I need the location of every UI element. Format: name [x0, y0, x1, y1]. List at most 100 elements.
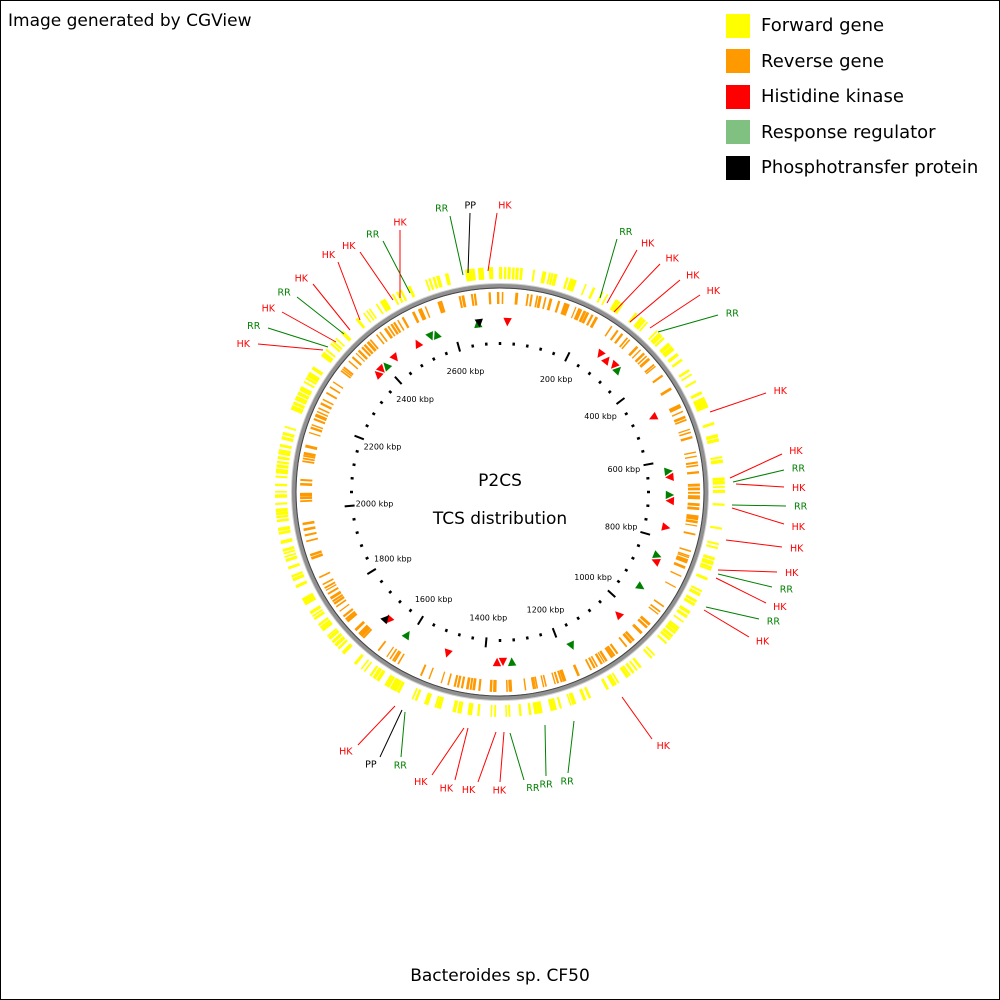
forward-gene-mark	[638, 321, 649, 332]
reverse-gene-mark	[575, 308, 583, 321]
reverse-gene-mark	[397, 319, 405, 331]
minor-tick	[576, 616, 581, 621]
forward-gene-mark	[459, 701, 464, 714]
reverse-gene-mark	[685, 461, 698, 466]
forward-gene-mark	[700, 562, 713, 569]
reverse-gene-mark	[358, 624, 368, 635]
forward-gene-mark	[428, 277, 435, 291]
forward-gene-mark	[276, 464, 289, 469]
response-regulator-marker	[425, 331, 433, 341]
reverse-gene-mark	[573, 308, 581, 321]
major-tick	[551, 627, 558, 638]
reverse-gene-mark	[472, 678, 477, 691]
callout-line	[705, 606, 760, 620]
forward-gene-mark	[684, 380, 697, 389]
callout-label: HK	[790, 543, 804, 554]
reverse-gene-mark	[542, 297, 547, 310]
reverse-gene-mark	[318, 407, 330, 414]
reverse-gene-mark	[379, 331, 388, 343]
tick-label: 1000 kbp	[574, 573, 612, 582]
reverse-gene-mark	[305, 444, 318, 451]
reverse-gene-mark	[684, 455, 697, 460]
reverse-gene-mark	[324, 581, 336, 589]
reverse-gene-mark	[387, 325, 396, 337]
minor-tick	[419, 363, 424, 368]
minor-tick	[539, 347, 543, 351]
major-tick	[643, 462, 654, 467]
forward-gene-mark	[695, 573, 708, 581]
reverse-gene-mark	[322, 578, 334, 586]
forward-gene-mark	[662, 346, 674, 357]
forward-gene-mark	[337, 639, 348, 650]
reverse-gene-mark	[560, 302, 567, 315]
reverse-gene-mark	[453, 674, 459, 688]
forward-gene-mark	[291, 405, 304, 413]
minor-tick	[641, 449, 645, 453]
response-regulator-marker	[635, 581, 645, 590]
forward-gene-mark	[355, 317, 366, 329]
callout-line	[621, 696, 653, 740]
callout-line	[732, 469, 785, 483]
reverse-gene-mark	[676, 555, 689, 562]
reverse-gene-mark	[392, 650, 400, 662]
forward-gene-mark	[562, 277, 569, 290]
major-tick	[417, 615, 424, 626]
forward-gene-mark	[541, 271, 547, 284]
reverse-gene-mark	[680, 435, 693, 442]
forward-gene-mark	[369, 665, 379, 677]
reverse-gene-swatch	[726, 49, 750, 74]
forward-gene-mark	[423, 692, 431, 705]
legend-label: Histidine kinase	[761, 86, 904, 108]
forward-gene-mark	[382, 298, 392, 311]
forward-gene-mark	[606, 674, 616, 687]
reverse-gene-mark	[345, 610, 356, 621]
minor-tick	[371, 411, 376, 416]
callout-line	[567, 720, 575, 774]
minor-tick	[598, 599, 602, 604]
reverse-gene-mark	[489, 679, 493, 692]
minor-tick	[457, 633, 461, 637]
callout-label: HK	[339, 746, 353, 757]
reverse-gene-mark	[619, 337, 629, 348]
reverse-gene-mark	[561, 303, 568, 316]
reverse-gene-mark	[637, 618, 648, 629]
callout-label: HK	[414, 777, 428, 788]
callout-line	[281, 311, 337, 343]
minor-tick	[471, 344, 475, 348]
reverse-gene-mark	[664, 581, 677, 589]
legend-label: Response regulator	[761, 121, 936, 143]
reverse-gene-mark	[534, 676, 539, 689]
forward-gene-mark	[538, 701, 543, 714]
reverse-gene-mark	[674, 418, 687, 425]
minor-tick	[388, 590, 393, 594]
reverse-gene-mark	[369, 339, 379, 350]
callout-label: HK	[295, 273, 309, 284]
reverse-gene-mark	[348, 360, 359, 370]
forward-gene-mark	[295, 395, 308, 404]
reverse-gene-mark	[363, 344, 374, 355]
forward-gene-mark	[659, 630, 671, 641]
tick-label: 400 kbp	[584, 412, 617, 421]
forward-gene-mark	[519, 267, 523, 281]
callout-line	[509, 732, 525, 781]
reverse-gene-mark	[361, 346, 372, 357]
forward-gene-mark	[277, 525, 291, 532]
forward-gene-mark	[569, 692, 577, 705]
reverse-gene-mark	[679, 431, 692, 437]
reverse-gene-mark	[634, 352, 646, 363]
forward-gene-mark	[366, 310, 375, 321]
reverse-gene-mark	[417, 308, 425, 321]
forward-gene-mark	[396, 681, 405, 694]
reverse-gene-mark	[594, 653, 603, 665]
reverse-gene-mark	[599, 650, 608, 662]
minor-tick	[598, 380, 602, 385]
callout-label: HK	[666, 254, 680, 265]
reverse-gene-mark	[357, 349, 368, 360]
reverse-gene-mark	[331, 593, 344, 603]
major-tick	[344, 504, 355, 508]
forward-gene-mark	[320, 353, 332, 364]
minor-tick	[644, 517, 648, 521]
response-regulator-marker	[383, 362, 393, 372]
minor-tick	[624, 411, 629, 416]
callout-line	[613, 263, 661, 313]
